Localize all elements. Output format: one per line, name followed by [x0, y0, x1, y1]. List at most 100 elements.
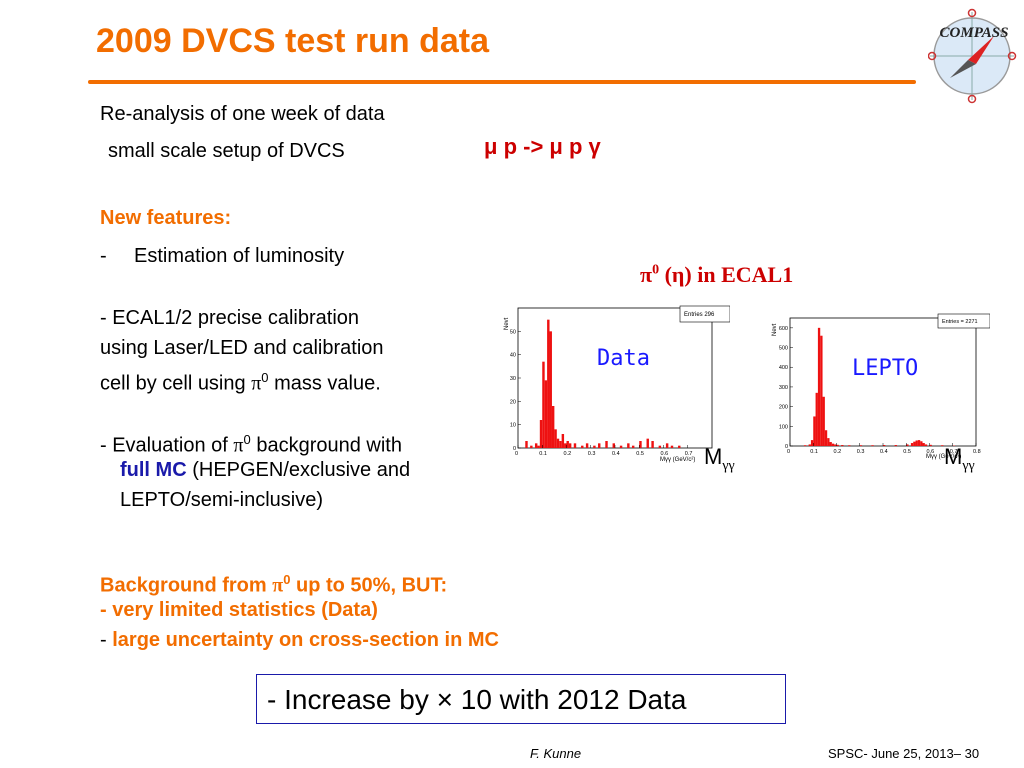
y-tick-label: 600	[779, 326, 788, 332]
y-axis-title: Nevt	[772, 323, 778, 336]
y-tick-label: 50	[510, 329, 516, 335]
feature-1-text: Estimation of luminosity	[134, 245, 345, 267]
histogram-bar	[547, 319, 550, 448]
data-plot-label: Data	[597, 346, 650, 371]
compass-logo-text: COMPASS	[940, 25, 1009, 41]
histogram-bar	[612, 443, 615, 448]
x-tick-label: 0.2	[564, 451, 572, 457]
y-tick-label: 0	[785, 444, 788, 450]
stats-box	[679, 305, 730, 323]
histogram-bar	[910, 443, 914, 446]
stats-box-text: Entries 296	[684, 312, 715, 318]
histogram-bar	[922, 443, 925, 446]
footer-author: F. Kunne	[530, 746, 582, 761]
feature-2-line-3: cell by cell using π0 mass value.	[100, 370, 381, 395]
histogram-bar	[941, 445, 944, 446]
x-tick-label: 0.1	[539, 451, 547, 457]
histogram-bar	[646, 438, 649, 448]
histogram-bar	[678, 445, 681, 448]
data-histogram: Nevt 0 0.1 0.2 0.3 0.4 0.5 0.6 0.7 0 10 20 30 40 50 E…	[504, 305, 730, 463]
pi-symbol: π	[251, 372, 262, 395]
intro-line-1: Re-analysis of one week of data	[100, 103, 385, 125]
histogram-bar	[813, 416, 816, 446]
histogram-bar	[924, 444, 928, 446]
histogram-bar	[551, 406, 555, 448]
footer-event: SPSC- June 25, 2013– 30	[828, 746, 980, 761]
x-tick-label: 0.4	[880, 449, 888, 455]
histogram-bar	[803, 445, 807, 446]
background-line-3: - large uncertainty on cross-section in …	[100, 629, 499, 651]
y-tick-label: 200	[779, 405, 788, 411]
histogram-bar	[585, 443, 589, 448]
feature-2-line-2: using Laser/LED and calibration	[100, 337, 384, 359]
histogram-bar	[581, 445, 584, 448]
background-line-2: - very limited statistics (Data)	[100, 599, 378, 621]
stats-box-text: Entries = 2271	[942, 319, 978, 325]
x-tick-label: 0.3	[588, 451, 596, 457]
histogram-bar	[906, 444, 909, 446]
background-line-1: Background from π0 up to 50%, BUT:	[100, 572, 448, 597]
histogram-bar	[568, 443, 572, 448]
slide-title: 2009 DVCS test run data	[96, 22, 490, 60]
histogram-bar	[834, 444, 837, 446]
histogram-bar	[913, 441, 916, 446]
page-number: – 30	[953, 746, 980, 761]
histogram-bar	[593, 445, 596, 448]
feature-3-line-3: LEPTO/semi-inclusive)	[120, 489, 324, 511]
histogram-bar	[822, 396, 825, 446]
histogram-bar	[631, 445, 635, 448]
histogram-bar	[651, 441, 654, 448]
y-tick-label: 100	[779, 424, 788, 430]
histogram-bar	[549, 331, 552, 448]
histogram-bar	[836, 444, 839, 446]
histogram-bar	[820, 335, 823, 446]
x-tick-label: 0.5	[903, 449, 911, 455]
plots-caption: π0 (η) in ECAL1	[640, 262, 794, 287]
histogram-bar	[824, 430, 828, 446]
stats-box	[937, 313, 990, 329]
feature-3-line-2: full MC (HEPGEN/exclusive and	[120, 459, 411, 481]
y-tick-label: 500	[779, 346, 788, 352]
y-tick-label: 10	[510, 423, 516, 429]
x-tick-label: 0.7	[685, 451, 693, 457]
histogram-bar	[827, 438, 830, 446]
x-tick-label: 0.8	[973, 449, 981, 455]
x-tick-label: 0.6	[661, 451, 669, 457]
x-tick-label: 0.7	[950, 449, 958, 455]
histogram-bar	[556, 438, 560, 448]
pi-symbol: π	[272, 574, 284, 597]
histogram-bar	[917, 440, 921, 446]
histogram-bar	[658, 445, 662, 448]
lepto-histogram: Nevt 0 0.1 0.2 0.3 0.4 0.5 0.6 0.7 0.8 0 100 200 300…	[772, 313, 990, 460]
histogram-bar	[670, 445, 674, 448]
histogram-bar	[883, 445, 886, 446]
y-tick-label: 0	[513, 446, 516, 452]
histogram-bar	[566, 441, 569, 448]
x-tick-label: 0.1	[810, 449, 818, 455]
y-tick-label: 40	[510, 353, 516, 359]
histogram-bar	[817, 327, 821, 446]
histogram-bar	[559, 441, 562, 448]
histogram-bar	[605, 441, 608, 448]
feature-1-dash: -	[100, 245, 107, 267]
full-mc-emphasis: full MC	[120, 459, 187, 481]
histogram-bar	[848, 445, 851, 446]
dvcs-reaction-formula: μ p -> μ p γ	[484, 134, 601, 159]
lepto-plot-x-label: Mγγ	[944, 444, 975, 474]
y-tick-label: 300	[779, 385, 788, 391]
histogram-bar	[894, 445, 897, 446]
intro-line-2: small scale setup of DVCS	[108, 140, 345, 162]
x-tick-label: 0	[515, 451, 518, 457]
x-axis-title: Mγγ (GeV/c²)	[660, 457, 695, 463]
data-plot-x-label: Mγγ	[704, 444, 735, 474]
histogram-bar	[564, 443, 567, 448]
histogram-bar	[665, 443, 669, 448]
title-underline	[88, 80, 916, 84]
histogram-bar	[810, 440, 814, 446]
histogram-bar	[871, 445, 874, 446]
x-tick-label: 0.2	[834, 449, 842, 455]
histogram-bar	[561, 434, 565, 448]
histogram-bar	[534, 443, 538, 448]
histogram-bar	[929, 444, 932, 446]
increase-statement-box: - Increase by × 10 with 2012 Data	[256, 674, 786, 724]
